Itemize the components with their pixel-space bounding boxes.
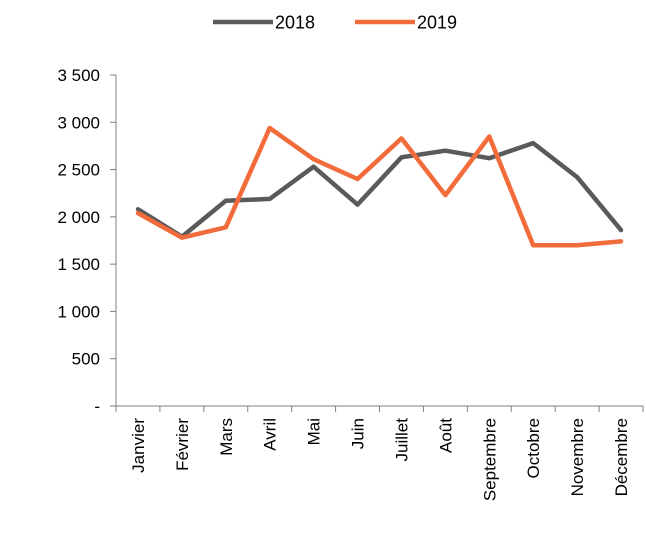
x-tick-label: Décembre [612,418,631,496]
legend-label: 2018 [275,13,315,33]
legend: 2018 2019 [213,13,457,33]
x-tick-label: Mars [217,418,236,456]
y-tick-label: - [94,397,100,416]
y-tick-label: 1 000 [57,302,100,321]
series-group [135,125,624,248]
y-tick-label: 500 [72,350,100,369]
y-tick-label: 2 000 [57,208,100,227]
x-tick-label: Juillet [392,418,411,462]
x-tick-label: Avril [261,418,280,451]
axes: - 500 1 000 1 500 2 000 2 500 3 000 3 500 Janvie… [57,66,644,501]
y-tick-label: 2 500 [57,161,100,180]
y-tick-label: 1 500 [57,255,100,274]
x-tick-label: Juin [349,418,368,449]
x-tick-label: Mai [305,418,324,445]
y-tick-label: 3 500 [57,66,100,85]
x-tick-label: Février [173,418,192,471]
x-tick-label: Août [436,418,455,453]
legend-label: 2019 [417,13,457,33]
x-tick-label: Octobre [524,418,543,478]
series-line-2018 [135,140,624,239]
series-line-2019 [135,125,624,248]
x-tick-label: Septembre [480,418,499,501]
y-tick-label: 3 000 [57,113,100,132]
x-tick-label: Novembre [568,418,587,496]
x-tick-label: Janvier [129,418,148,473]
